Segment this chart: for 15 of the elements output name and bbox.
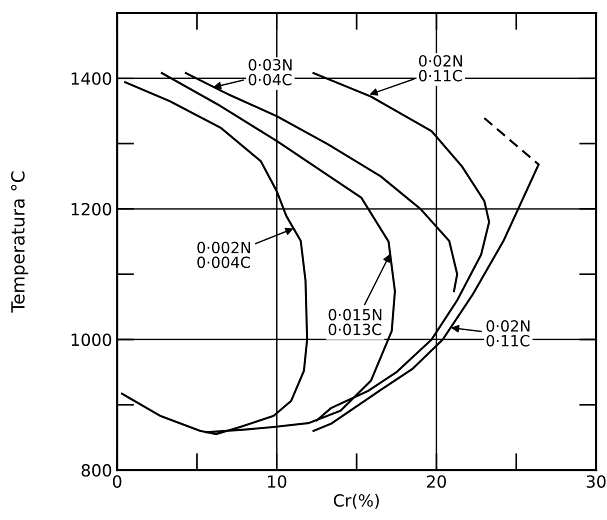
annotation: 0·02N 0·11C: [486, 320, 530, 347]
x-tick-label: 0: [112, 475, 122, 488]
y-axis-title: Temperatura °C: [11, 171, 28, 313]
annotation: 0·002N 0·004C: [197, 242, 250, 268]
y-tick-label: 1400: [72, 72, 112, 85]
y-tick-label: 1200: [72, 202, 112, 216]
annotation: 0·03N 0·04C: [248, 59, 292, 86]
x-tick-label: 30: [586, 475, 606, 488]
x-tick-label: 20: [427, 475, 446, 488]
x-axis-title: Cr(%): [334, 494, 379, 509]
annotation: 0·015N 0·013C: [328, 308, 382, 336]
x-tick-label: 10: [268, 475, 286, 488]
y-tick-label: 1000: [72, 333, 112, 346]
annotation: 0·02N 0·11C: [419, 55, 462, 82]
y-tick-label: 800: [82, 464, 112, 477]
